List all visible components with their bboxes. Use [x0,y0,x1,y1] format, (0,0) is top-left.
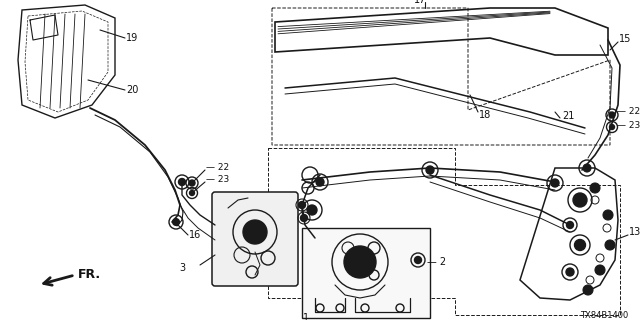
Circle shape [590,183,600,193]
Circle shape [415,257,422,263]
Text: 20: 20 [126,85,138,95]
Circle shape [426,166,434,174]
Circle shape [603,210,613,220]
Text: — 23: — 23 [617,121,640,130]
Circle shape [344,246,376,278]
Text: — 2: — 2 [427,257,446,267]
Text: 19: 19 [126,33,138,43]
Text: — 22: — 22 [617,108,640,116]
Text: — 22: — 22 [206,163,229,172]
Circle shape [609,112,615,118]
Text: 17: 17 [414,0,426,5]
Text: FR.: FR. [78,268,101,282]
Text: 15: 15 [619,34,632,44]
Circle shape [583,285,593,295]
Text: 1: 1 [303,313,309,320]
Circle shape [301,214,307,221]
Text: 3: 3 [179,263,185,273]
Text: — 23: — 23 [206,174,229,183]
Circle shape [189,180,195,186]
Circle shape [583,164,591,172]
Circle shape [566,268,574,276]
Circle shape [316,178,324,186]
Text: 13: 13 [629,227,640,237]
Circle shape [575,239,586,251]
Bar [302,228,430,318]
Circle shape [609,124,614,130]
Circle shape [566,221,573,228]
FancyBboxPatch shape [212,192,298,286]
Circle shape [189,190,195,196]
Circle shape [298,202,305,209]
Circle shape [551,179,559,187]
Circle shape [573,193,587,207]
Text: 16: 16 [189,230,201,240]
Text: 21: 21 [562,111,574,121]
Circle shape [595,265,605,275]
Circle shape [179,179,186,186]
Circle shape [605,240,615,250]
Text: TX84B1400: TX84B1400 [580,311,628,320]
Text: 18: 18 [479,110,492,120]
Circle shape [173,219,179,226]
Circle shape [307,205,317,215]
Circle shape [243,220,267,244]
